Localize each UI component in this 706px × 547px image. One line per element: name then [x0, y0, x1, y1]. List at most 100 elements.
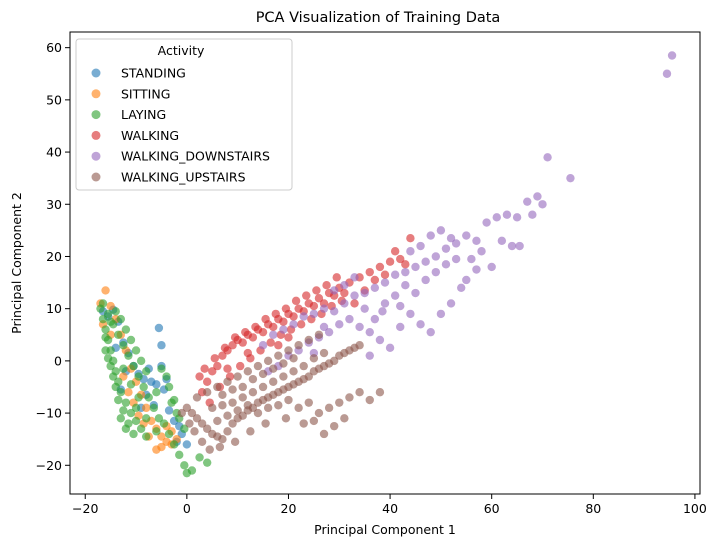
data-point-walking: [309, 301, 319, 311]
data-point-walking-upstairs: [185, 419, 194, 428]
data-point-laying: [124, 351, 133, 360]
data-point-laying: [103, 309, 113, 319]
data-point-laying: [111, 307, 120, 316]
data-point-walking: [208, 367, 217, 376]
data-point-laying: [195, 453, 204, 462]
data-point-walking-downstairs: [502, 210, 512, 219]
data-point-walking-downstairs: [385, 343, 395, 353]
data-point-walking-upstairs: [192, 393, 202, 402]
data-point-walking-downstairs: [441, 260, 451, 269]
data-point-walking: [243, 348, 253, 358]
data-point-walking-upstairs: [202, 388, 212, 397]
data-point-walking: [238, 338, 247, 347]
plot-frame: [69, 31, 701, 495]
data-point-laying: [119, 341, 128, 350]
data-point-walking-downstairs: [365, 327, 374, 337]
data-point-laying: [101, 333, 110, 342]
data-point-walking-downstairs: [426, 231, 435, 240]
data-point-sitting: [157, 432, 166, 441]
data-point-standing: [157, 341, 166, 350]
y-axis-label: Principal Component 2: [9, 192, 24, 334]
data-point-walking-upstairs: [324, 403, 334, 413]
data-point-walking-downstairs: [299, 312, 308, 321]
data-point-walking: [390, 247, 400, 256]
data-point-walking-upstairs: [340, 414, 349, 423]
points-layer: [96, 51, 677, 478]
data-point-walking: [230, 333, 240, 342]
data-point-walking: [332, 273, 341, 282]
data-point-walking: [213, 361, 222, 371]
data-point-laying: [180, 424, 189, 433]
data-point-laying: [142, 432, 151, 441]
y-axis: −20 −10 0 10 20 30 40 50 60: [36, 40, 70, 473]
data-point-walking: [210, 354, 219, 363]
data-point-walking-upstairs: [202, 424, 212, 433]
data-point-laying: [101, 325, 110, 334]
data-point-walking-downstairs: [446, 234, 456, 243]
data-point-walking-upstairs: [238, 393, 247, 402]
data-point-walking-upstairs: [253, 361, 263, 371]
data-point-walking-downstairs: [512, 213, 522, 222]
data-point-walking: [350, 299, 359, 308]
data-point-walking-upstairs: [192, 414, 202, 423]
data-point-walking-downstairs: [441, 244, 451, 253]
data-point-sitting: [142, 403, 151, 413]
data-point-walking-downstairs: [421, 275, 430, 285]
x-axis: −20 0 20 40 60 80 100: [72, 494, 706, 516]
data-point-laying: [126, 408, 136, 418]
data-point-walking-downstairs: [279, 325, 288, 334]
data-point-walking: [251, 322, 260, 332]
data-point-walking-downstairs: [533, 192, 542, 201]
legend-label-walking-upstairs: WALKING_UPSTAIRS: [121, 170, 246, 185]
data-point-walking: [296, 320, 306, 329]
data-point-walking: [289, 312, 298, 321]
data-point-walking-downstairs: [401, 280, 410, 290]
data-point-walking-downstairs: [340, 299, 349, 308]
legend-label-laying: LAYING: [121, 107, 166, 122]
legend-marker-standing: [91, 68, 101, 78]
data-point-walking-downstairs: [436, 226, 446, 235]
legend-label-standing: STANDING: [121, 66, 186, 81]
data-point-walking: [269, 322, 278, 332]
legend-label-walking-downstairs: WALKING_DOWNSTAIRS: [121, 149, 270, 164]
data-point-walking-upstairs: [304, 398, 313, 407]
data-point-laying: [142, 414, 151, 423]
data-point-laying: [175, 450, 184, 460]
data-point-walking-downstairs: [507, 241, 517, 251]
data-point-laying: [119, 364, 128, 373]
data-point-walking: [375, 262, 385, 272]
data-point-walking: [406, 234, 415, 243]
x-tick-label: 20: [281, 501, 297, 516]
data-point-laying: [169, 395, 179, 405]
data-point-walking-downstairs: [329, 307, 339, 316]
data-point-laying: [116, 414, 126, 423]
data-point-walking-upstairs: [263, 356, 273, 366]
data-point-laying: [136, 356, 146, 366]
data-point-walking-downstairs: [350, 291, 359, 300]
data-point-laying: [119, 406, 128, 415]
data-point-walking-downstairs: [360, 288, 369, 298]
data-point-walking-downstairs: [324, 327, 334, 337]
data-point-walking: [236, 361, 245, 371]
data-point-walking-upstairs: [269, 377, 278, 386]
data-point-laying: [180, 461, 189, 470]
data-point-walking-upstairs: [208, 403, 217, 413]
data-point-walking-downstairs: [462, 231, 471, 240]
data-point-walking-downstairs: [472, 236, 481, 246]
data-point-walking-downstairs: [365, 351, 374, 360]
data-point-walking-upstairs: [304, 335, 313, 345]
data-point-walking-upstairs: [228, 398, 237, 407]
data-point-walking: [195, 372, 204, 381]
data-point-walking-downstairs: [462, 275, 471, 285]
data-point-walking: [274, 341, 283, 350]
data-point-walking-downstairs: [350, 273, 359, 282]
data-point-walking-upstairs: [248, 388, 258, 397]
data-point-laying: [114, 330, 123, 339]
data-point-walking: [385, 257, 395, 266]
data-point-walking-downstairs: [396, 301, 405, 311]
data-point-laying: [164, 429, 174, 439]
data-point-walking-downstairs: [355, 322, 364, 332]
data-point-walking-upstairs: [365, 395, 374, 405]
data-point-laying: [139, 382, 148, 392]
data-point-walking-downstairs: [451, 254, 461, 264]
